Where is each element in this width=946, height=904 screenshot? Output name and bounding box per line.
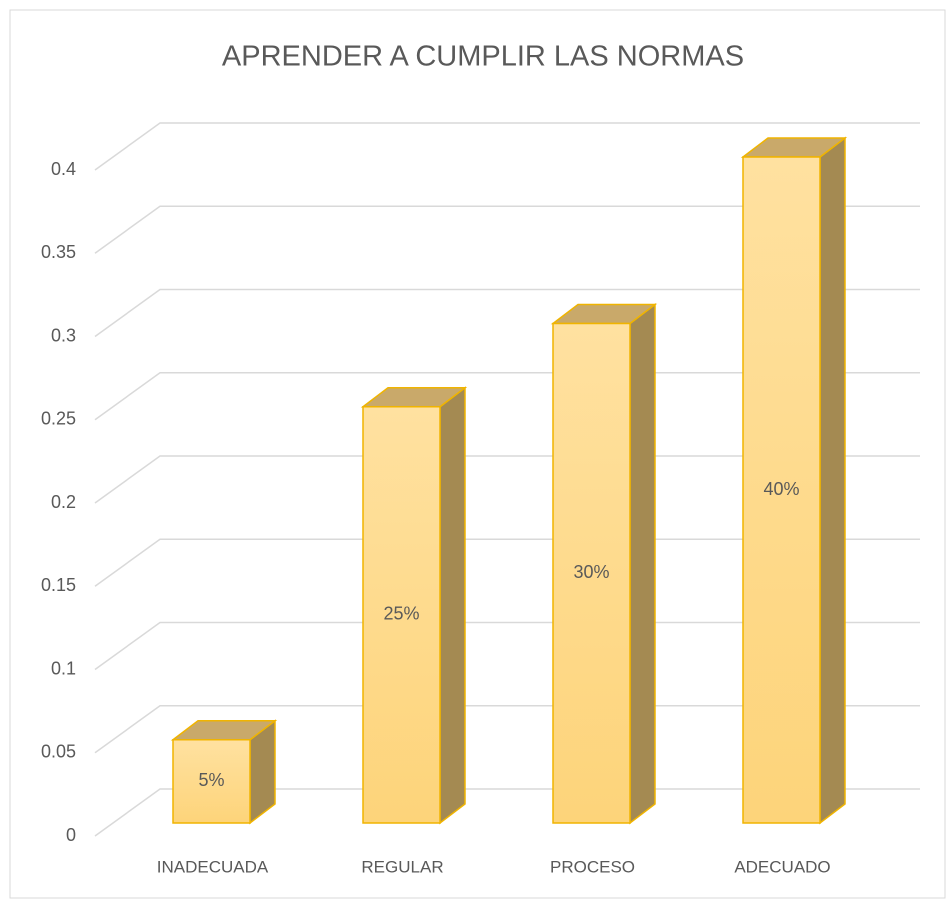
x-tick-label: PROCESO [550, 857, 635, 876]
y-tick-label: 0.4 [51, 159, 76, 179]
value-label: 25% [383, 604, 419, 624]
bar [360, 386, 468, 825]
x-tick-label: REGULAR [361, 857, 443, 876]
y-tick-label: 0.15 [41, 575, 76, 595]
grid-line [94, 705, 920, 754]
y-tick-label: 0.2 [51, 492, 76, 512]
bar-front [552, 322, 631, 824]
grid-line [94, 788, 920, 837]
grid-line [94, 122, 920, 171]
bar-front [742, 156, 821, 824]
value-label: 40% [763, 479, 799, 499]
y-tick-label: 0.3 [51, 325, 76, 345]
grid-line [94, 372, 920, 421]
y-tick-label: 0.1 [51, 658, 76, 678]
bar [740, 136, 848, 825]
grid-line [94, 455, 920, 504]
x-tick-label: ADECUADO [734, 857, 830, 876]
y-tick-label: 0.05 [41, 742, 76, 762]
bar-front [362, 406, 441, 824]
bar-side [439, 386, 466, 825]
value-label: 5% [198, 770, 224, 790]
bar [170, 719, 278, 825]
y-tick-label: 0 [66, 825, 76, 845]
y-tick-label: 0.35 [41, 242, 76, 262]
grid-line [94, 205, 920, 254]
y-tick-label: 0.25 [41, 409, 76, 429]
bar-side [629, 302, 656, 825]
x-tick-label: INADECUADA [157, 857, 269, 876]
grid-line [94, 288, 920, 338]
grid-line [94, 538, 920, 587]
chart-title: APRENDER A CUMPLIR LAS NORMAS [222, 41, 744, 73]
bar [550, 302, 658, 825]
bar-side [819, 136, 846, 825]
value-label: 30% [573, 562, 609, 582]
grid-line [94, 621, 920, 671]
bar-front [172, 739, 251, 824]
